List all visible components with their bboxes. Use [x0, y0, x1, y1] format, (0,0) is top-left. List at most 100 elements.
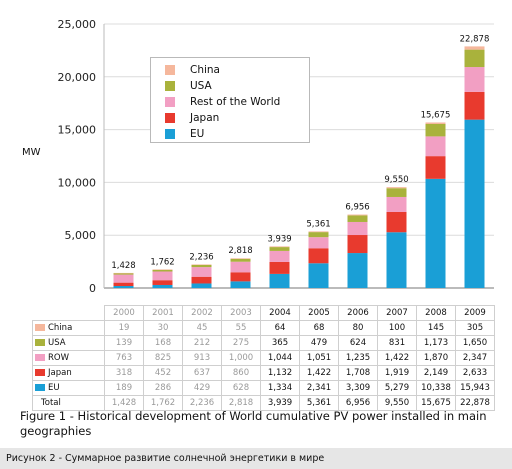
- table-cell: 831: [377, 335, 417, 351]
- table-cell: 1,650: [455, 335, 495, 351]
- legend-label: EU: [190, 128, 205, 140]
- table-cell: 1,870: [416, 350, 456, 366]
- x-tick-label: 2008: [416, 305, 456, 321]
- bar-segment-usa: [113, 273, 134, 275]
- chart-legend: China USA Rest of the World Japan EU: [150, 57, 310, 143]
- table-row-label: USA: [32, 335, 105, 351]
- bar-segment-usa: [386, 188, 407, 197]
- bar-segment-japan: [269, 261, 290, 274]
- legend-item: China: [165, 62, 309, 78]
- table-cell: 15,943: [455, 380, 495, 396]
- y-tick-label: 5,000: [65, 229, 97, 242]
- bar-segment-japan: [347, 235, 368, 254]
- table-row: EU 189 286 429 628 1,334 2,341 3,309 5,279 10,338…: [32, 380, 495, 396]
- bar-segment-japan: [464, 91, 485, 120]
- bar-segment-usa: [191, 264, 212, 268]
- x-tick-label: 2003: [221, 305, 261, 321]
- bar-segment-eu: [347, 253, 368, 288]
- bar-segment-rest-of-the-world: [347, 221, 368, 236]
- bar-segment-japan: [425, 156, 446, 179]
- table-cell: 1,051: [299, 350, 339, 366]
- table-cell: 100: [377, 320, 417, 336]
- bar-segment-usa: [308, 232, 329, 238]
- table-cell: 275: [221, 335, 261, 351]
- table-cell: 479: [299, 335, 339, 351]
- table-cell: 5,279: [377, 380, 417, 396]
- table-cell: 45: [182, 320, 222, 336]
- bar-segment-rest-of-the-world: [152, 271, 173, 281]
- table-cell: 1,132: [260, 365, 300, 381]
- x-tick-label: 2009: [455, 305, 495, 321]
- bar-segment-japan: [113, 282, 134, 287]
- table-corner: [32, 305, 105, 321]
- table-cell: 64: [260, 320, 300, 336]
- table-cell: 22,878: [455, 395, 495, 411]
- bar-segment-eu: [152, 284, 173, 288]
- bar-segment-eu: [269, 273, 290, 288]
- table-cell: 1,235: [338, 350, 378, 366]
- bar-segment-rest-of-the-world: [425, 136, 446, 157]
- table-cell: 637: [182, 365, 222, 381]
- table-cell: 145: [416, 320, 456, 336]
- x-tick-label: 2007: [377, 305, 417, 321]
- bar-segment-china: [152, 269, 173, 270]
- table-row-label: EU: [32, 380, 105, 396]
- table-row: ROW 763 825 913 1,000 1,044 1,051 1,235 1,422 1,8…: [32, 350, 495, 366]
- table-cell: 286: [143, 380, 183, 396]
- table-cell: 5,361: [299, 395, 339, 411]
- table-cell: 2,149: [416, 365, 456, 381]
- legend-swatch: [165, 65, 175, 75]
- bar-segment-rest-of-the-world: [113, 274, 134, 283]
- y-tick-label: 0: [89, 282, 96, 295]
- table-row: China 19 30 45 55 64 68 80 100 145 305: [32, 320, 495, 336]
- table-cell: 68: [299, 320, 339, 336]
- table-cell: 55: [221, 320, 261, 336]
- table-cell: 1,708: [338, 365, 378, 381]
- table-header-row: 2000 2001 2002 2003 2004 2005 2006 2007 2008 2009: [32, 305, 495, 321]
- table-cell: 429: [182, 380, 222, 396]
- bar-total-label: 15,675: [421, 110, 451, 120]
- bar-segment-eu: [386, 232, 407, 288]
- row-label-text: Total: [41, 398, 61, 408]
- bar-segment-china: [230, 258, 251, 259]
- row-swatch: [35, 339, 45, 346]
- table-cell: 2,347: [455, 350, 495, 366]
- row-swatch: [35, 354, 45, 361]
- bar-segment-usa: [347, 215, 368, 222]
- table-cell: 19: [104, 320, 144, 336]
- bar-total-label: 2,236: [189, 252, 213, 262]
- bar-segment-china: [113, 272, 134, 274]
- bar-segment-rest-of-the-world: [191, 267, 212, 277]
- table-cell: 365: [260, 335, 300, 351]
- bar-segment-rest-of-the-world: [308, 237, 329, 249]
- data-table: 2000 2001 2002 2003 2004 2005 2006 2007 2008 2009…: [32, 305, 495, 411]
- bar-total-label: 5,361: [306, 219, 330, 229]
- legend-item: USA: [165, 78, 309, 94]
- legend-swatch: [165, 97, 175, 107]
- bar-segment-rest-of-the-world: [230, 261, 251, 273]
- legend-item: Rest of the World: [165, 94, 309, 110]
- bar-segment-eu: [464, 119, 485, 288]
- bar-segment-usa: [152, 269, 173, 272]
- bar-segment-usa: [425, 124, 446, 137]
- table-cell: 2,633: [455, 365, 495, 381]
- bar-total-label: 1,428: [111, 261, 135, 271]
- row-swatch: [35, 369, 45, 376]
- table-cell: 628: [221, 380, 261, 396]
- x-tick-label: 2004: [260, 305, 300, 321]
- table-cell: 763: [104, 350, 144, 366]
- figure-caption: Figure 1 - Historical development of Wor…: [20, 409, 487, 438]
- bar-segment-japan: [308, 248, 329, 264]
- table-row-label: Total: [32, 395, 105, 411]
- table-cell: 30: [143, 320, 183, 336]
- y-tick-label: 20,000: [58, 71, 97, 84]
- bar-segment-usa: [230, 258, 251, 262]
- table-cell: 305: [455, 320, 495, 336]
- x-tick-label: 2006: [338, 305, 378, 321]
- legend-item: Japan: [165, 110, 309, 126]
- table-row: Total 1,428 1,762 2,236 2,818 3,939 5,361 6,956…: [32, 395, 495, 411]
- table-cell: 168: [143, 335, 183, 351]
- table-cell: 2,341: [299, 380, 339, 396]
- bar-segment-china: [386, 187, 407, 189]
- x-tick-label: 2001: [143, 305, 183, 321]
